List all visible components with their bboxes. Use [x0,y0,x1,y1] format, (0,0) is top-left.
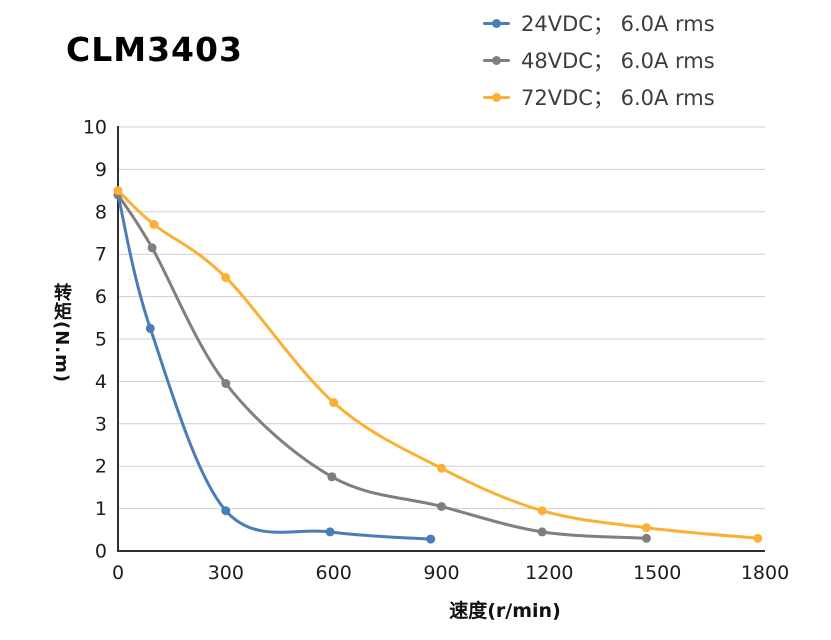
data-point-marker [145,323,155,333]
y-tick-label: 10 [83,117,107,139]
y-tick-label: 6 [95,286,107,308]
legend-item-24vdc: 24VDC； 6.0A rms [483,8,715,38]
data-point-marker [221,379,231,388]
data-point-marker [641,523,651,533]
x-tick-label: 1200 [525,562,573,584]
data-point-marker [537,527,547,537]
x-axis-title: 速度(r/min) [449,600,561,622]
data-point-marker [426,534,436,544]
x-tick-label: 0 [112,562,124,584]
y-tick-label: 0 [95,541,107,563]
legend-item-48vdc: 48VDC； 6.0A rms [483,45,715,75]
y-tick-label: 5 [95,329,107,351]
data-point-marker [113,186,123,196]
series-line-0 [116,193,433,541]
data-point-marker [221,273,231,282]
legend: 24VDC； 6.0A rms 48VDC； 6.0A rms 72VDC； 6… [483,8,715,119]
data-point-marker [221,506,231,516]
legend-label: 24VDC； 6.0A rms [521,12,715,36]
y-tick-label: 3 [95,413,107,435]
data-point-marker [329,398,339,408]
data-point-marker [327,472,337,482]
y-tick-label: 4 [95,371,107,393]
data-point-marker [325,527,335,537]
data-point-marker [753,533,763,543]
data-point-marker [641,533,651,543]
legend-item-72vdc: 72VDC； 6.0A rms [483,82,715,112]
y-tick-label: 2 [95,456,107,478]
data-point-marker [537,506,547,516]
data-point-marker [147,243,157,253]
y-tick-label: 9 [95,159,107,181]
data-point-marker [437,502,446,511]
series-line-1 [116,193,648,540]
x-tick-label: 900 [423,562,459,584]
series-line-2 [116,189,760,540]
legend-line-dot-icon [483,54,510,66]
legend-label: 48VDC； 6.0A rms [521,49,715,73]
y-tick-label: 1 [95,498,107,520]
legend-line-dot-icon [483,91,510,103]
chart-title: CLM3403 [66,30,243,69]
data-point-marker [437,463,446,473]
x-tick-label: 1800 [741,562,789,584]
y-tick-label: 8 [95,201,107,223]
y-axis-title: 转矩(N.m) [51,283,72,384]
x-tick-label: 600 [316,562,352,584]
legend-label: 72VDC； 6.0A rms [521,86,715,110]
data-point-marker [149,220,159,229]
legend-line-dot-icon [483,17,510,29]
x-tick-label: 1500 [633,562,681,584]
x-tick-label: 300 [208,562,244,584]
y-tick-label: 7 [95,244,107,266]
